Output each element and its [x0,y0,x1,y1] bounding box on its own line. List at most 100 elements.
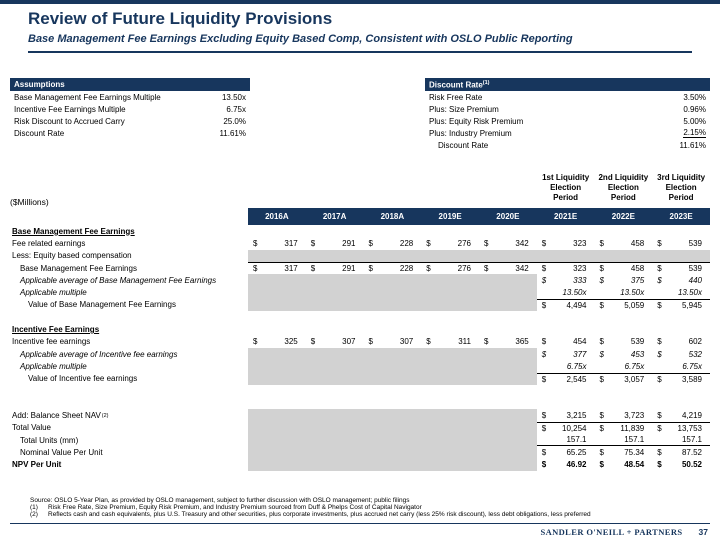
table-cell [652,323,710,335]
currency-symbol: $ [368,238,373,248]
row-label-text: NPV Per Unit [12,460,62,470]
discount-rate-row: Plus: Industry Premium 2.15% [425,127,710,139]
table-cell [479,360,537,373]
currency-symbol: $ [541,349,547,359]
table-row: Value of Base Management Fee Earnings $4,… [10,298,710,312]
cell-value: 3,057 [624,374,645,384]
table-cell [248,225,306,237]
row-label-text: Base Management Fee Earnings [20,263,137,273]
cell-value: 13.50x [677,288,702,298]
table-cell [305,372,364,385]
cell-value: 291 [342,238,356,248]
currency-symbol: $ [541,238,547,248]
currency-symbol: $ [541,337,547,347]
table-cell [248,421,306,435]
table-cell [363,274,422,287]
assumptions-row: Discount Rate 11.61% [10,127,250,139]
table-cell: $307 [306,336,364,348]
row-label: Applicable multiple [10,286,248,298]
table-cell: $10,254 [536,421,595,434]
table-row: Nominal Value Per Unit $65.25 $75.34 $87.52 [10,446,710,459]
table-cell: $317 [248,237,306,249]
row-label: Total Units (mm) [10,434,248,446]
table-spacer-row [10,311,710,323]
cell-value: 157.1 [566,435,587,445]
currency-symbol: $ [541,423,547,433]
table-cell [363,372,422,385]
row-label: Incentive fee earnings [10,336,248,348]
row-label-text: Base Management Fee Earnings [12,226,135,236]
table-body: Base Management Fee Earnings Fee related … [10,225,710,471]
title-rule [28,51,692,53]
cell-value: 317 [284,238,298,248]
discount-rate-box: Discount Rate(1) Risk Free Rate 3.50% Plus… [425,78,710,151]
cell-value: 375 [630,275,645,285]
discount-rate-row: Plus: Equity Risk Premium 5.00% [425,115,710,127]
row-label-text: Incentive Fee Earnings [12,325,100,335]
currency-symbol: $ [657,275,662,285]
table-cell: $276 [421,237,479,249]
cell-value: 323 [573,238,587,248]
assumptions-value: 13.50x [221,92,246,102]
table-cell: $325 [248,336,306,348]
currency-symbol: $ [599,337,604,347]
discount-rate-rows: Risk Free Rate 3.50% Plus: Size Premium 0.9… [425,91,710,151]
cell-value: 5,059 [624,300,645,310]
table-row: Base Management Fee Earnings [10,225,710,237]
footnote-marker: (2) [30,511,38,519]
table-cell: $458 [594,261,653,274]
table-cell [652,249,710,262]
row-label-text: Total Value [12,423,51,433]
table-cell: $3,057 [594,372,653,385]
table-cell: $50.52 [652,459,710,471]
cell-value: 539 [630,337,645,347]
currency-symbol: $ [599,447,604,457]
table-cell [363,446,422,459]
currency-symbol: $ [657,460,662,470]
period-header-2: 2nd Liquidity Election Period [598,173,649,202]
currency-symbol: $ [599,460,604,470]
table-cell [306,323,364,335]
table-cell [421,421,479,435]
discount-rate-value: 2.15% [683,128,706,138]
table-cell [363,286,422,299]
cell-value: 377 [573,349,587,359]
currency-symbol: $ [657,238,662,248]
table-cell [594,249,653,262]
table-cell: 13.50x [652,286,710,298]
assumptions-value: 11.61% [219,128,246,138]
cell-value: 5,945 [681,300,702,310]
table-cell: $377 [537,348,595,360]
table-cell: 13.50x [537,286,595,298]
row-label-text: Value of Incentive fee earnings [28,374,138,384]
discount-rate-label: Discount Rate [438,140,489,150]
table-cell: 157.1 [652,434,710,447]
table-cell: 6.75x [537,360,595,372]
table-cell [421,298,479,312]
table-row: Applicable multiple 13.50x 13.50x 13.50x [10,286,710,299]
footnote-2: (1) Risk Free Rate, Size Premium, Equity … [30,504,620,511]
table-cell [363,360,422,373]
cell-value: 2,545 [566,374,587,384]
cell-value: 87.52 [681,447,702,457]
table-row: Add: Balance Sheet NAV (2) $3,215 $3,723 $4,… [10,409,710,422]
brand-logo: SANDLER O'NEILL + PARTNERS [540,527,683,537]
table-cell [652,225,710,237]
currency-symbol: $ [541,275,547,285]
table-cell [305,360,364,373]
footnote-text: Source: OSLO 5-Year Plan, as provided by… [30,497,410,504]
cell-value: 276 [457,238,471,248]
table-cell [305,458,364,471]
assumptions-row: Base Management Fee Earnings Multiple 13.… [10,91,250,103]
table-cell [421,434,479,447]
currency-symbol: $ [426,264,431,274]
table-cell [479,458,537,471]
currency-symbol: $ [657,300,662,310]
cell-value: 65.25 [566,447,587,457]
table-cell: $317 [248,261,306,274]
table-cell [248,347,306,361]
table-cell: $291 [305,261,364,274]
table-cell [248,372,306,385]
table-cell [248,360,306,373]
table-cell: $602 [652,336,710,348]
